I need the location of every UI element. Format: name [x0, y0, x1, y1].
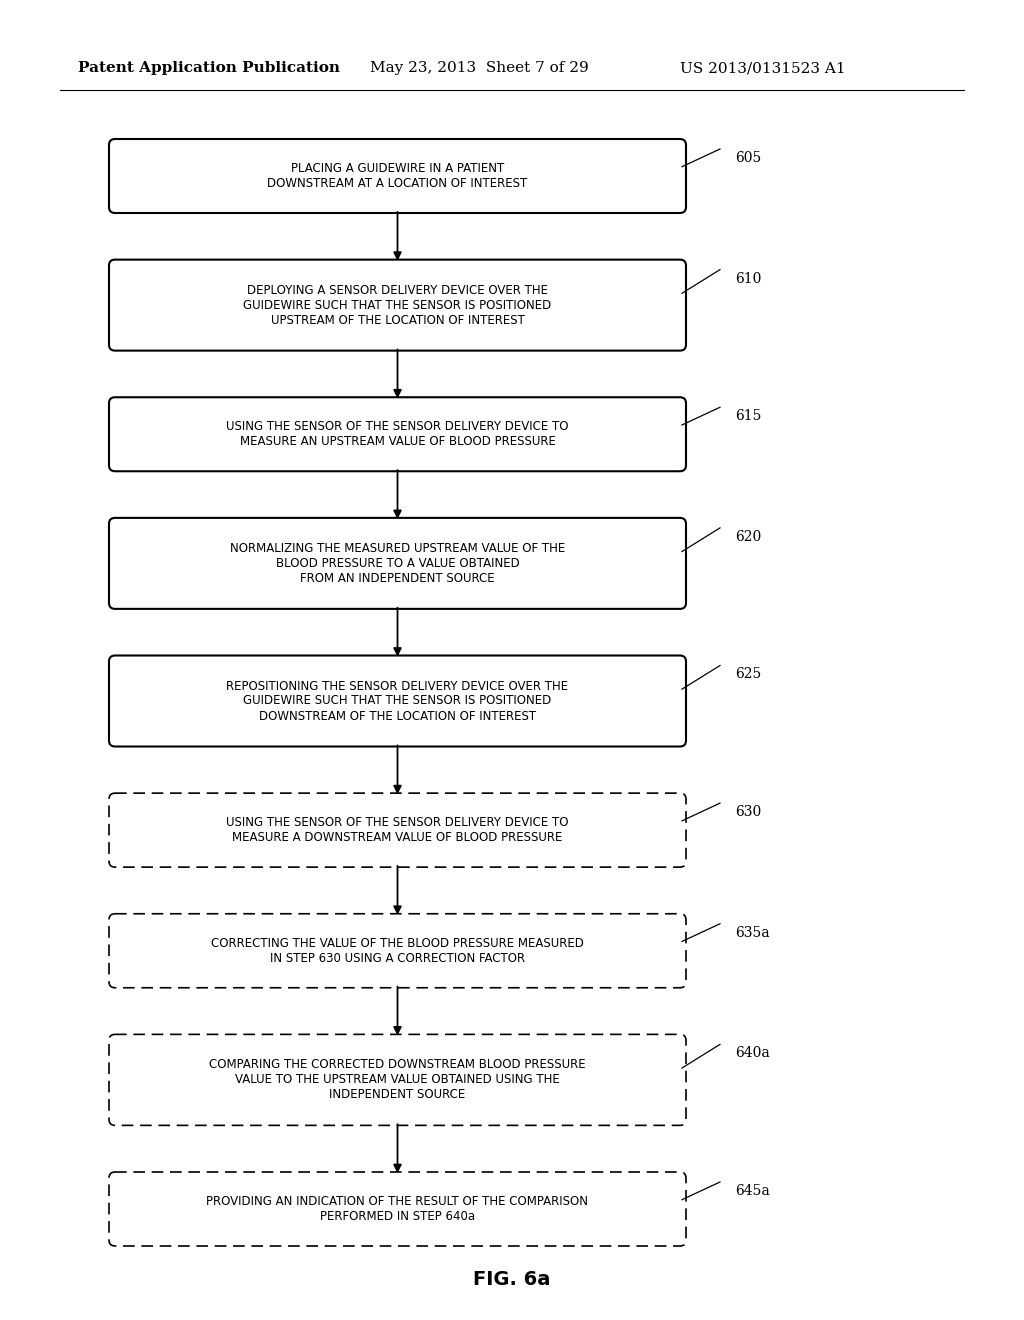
Text: FIG. 6a: FIG. 6a — [473, 1270, 551, 1290]
Text: Patent Application Publication: Patent Application Publication — [78, 61, 340, 75]
FancyBboxPatch shape — [109, 1035, 686, 1126]
Text: NORMALIZING THE MEASURED UPSTREAM VALUE OF THE
BLOOD PRESSURE TO A VALUE OBTAINE: NORMALIZING THE MEASURED UPSTREAM VALUE … — [229, 543, 565, 585]
Text: USING THE SENSOR OF THE SENSOR DELIVERY DEVICE TO
MEASURE A DOWNSTREAM VALUE OF : USING THE SENSOR OF THE SENSOR DELIVERY … — [226, 816, 568, 843]
Text: REPOSITIONING THE SENSOR DELIVERY DEVICE OVER THE
GUIDEWIRE SUCH THAT THE SENSOR: REPOSITIONING THE SENSOR DELIVERY DEVICE… — [226, 680, 568, 722]
Text: 640a: 640a — [735, 1047, 770, 1060]
FancyBboxPatch shape — [109, 260, 686, 351]
Text: 635a: 635a — [735, 925, 770, 940]
Text: CORRECTING THE VALUE OF THE BLOOD PRESSURE MEASURED
IN STEP 630 USING A CORRECTI: CORRECTING THE VALUE OF THE BLOOD PRESSU… — [211, 937, 584, 965]
Text: US 2013/0131523 A1: US 2013/0131523 A1 — [680, 61, 846, 75]
FancyBboxPatch shape — [109, 139, 686, 213]
Text: 610: 610 — [735, 272, 762, 285]
Text: 625: 625 — [735, 668, 761, 681]
FancyBboxPatch shape — [109, 517, 686, 609]
Text: 605: 605 — [735, 150, 761, 165]
Text: 630: 630 — [735, 805, 761, 820]
Text: 620: 620 — [735, 529, 761, 544]
FancyBboxPatch shape — [109, 913, 686, 987]
Text: DEPLOYING A SENSOR DELIVERY DEVICE OVER THE
GUIDEWIRE SUCH THAT THE SENSOR IS PO: DEPLOYING A SENSOR DELIVERY DEVICE OVER … — [244, 284, 552, 326]
Text: May 23, 2013  Sheet 7 of 29: May 23, 2013 Sheet 7 of 29 — [370, 61, 589, 75]
FancyBboxPatch shape — [109, 397, 686, 471]
Text: 615: 615 — [735, 409, 762, 424]
Text: USING THE SENSOR OF THE SENSOR DELIVERY DEVICE TO
MEASURE AN UPSTREAM VALUE OF B: USING THE SENSOR OF THE SENSOR DELIVERY … — [226, 420, 568, 449]
Text: COMPARING THE CORRECTED DOWNSTREAM BLOOD PRESSURE
VALUE TO THE UPSTREAM VALUE OB: COMPARING THE CORRECTED DOWNSTREAM BLOOD… — [209, 1059, 586, 1101]
Text: 645a: 645a — [735, 1184, 770, 1199]
FancyBboxPatch shape — [109, 1172, 686, 1246]
Text: PLACING A GUIDEWIRE IN A PATIENT
DOWNSTREAM AT A LOCATION OF INTEREST: PLACING A GUIDEWIRE IN A PATIENT DOWNSTR… — [267, 162, 527, 190]
FancyBboxPatch shape — [109, 793, 686, 867]
FancyBboxPatch shape — [109, 656, 686, 747]
Text: PROVIDING AN INDICATION OF THE RESULT OF THE COMPARISON
PERFORMED IN STEP 640a: PROVIDING AN INDICATION OF THE RESULT OF… — [207, 1195, 589, 1224]
